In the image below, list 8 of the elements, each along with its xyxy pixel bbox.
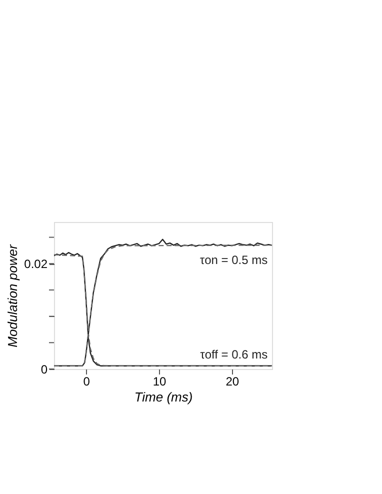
y-tick-label: 0.02 — [24, 257, 48, 272]
annotation: τon = 0.5 ms — [200, 253, 268, 268]
x-tick-label: 0 — [83, 374, 90, 388]
x-axis-title: Time (ms) — [134, 390, 193, 404]
x-tick-label: 20 — [226, 374, 240, 388]
annotation: τoff = 0.6 ms — [200, 347, 268, 362]
x-tick-label: 10 — [152, 374, 166, 388]
y-axis-title: Modulation power — [5, 244, 20, 348]
